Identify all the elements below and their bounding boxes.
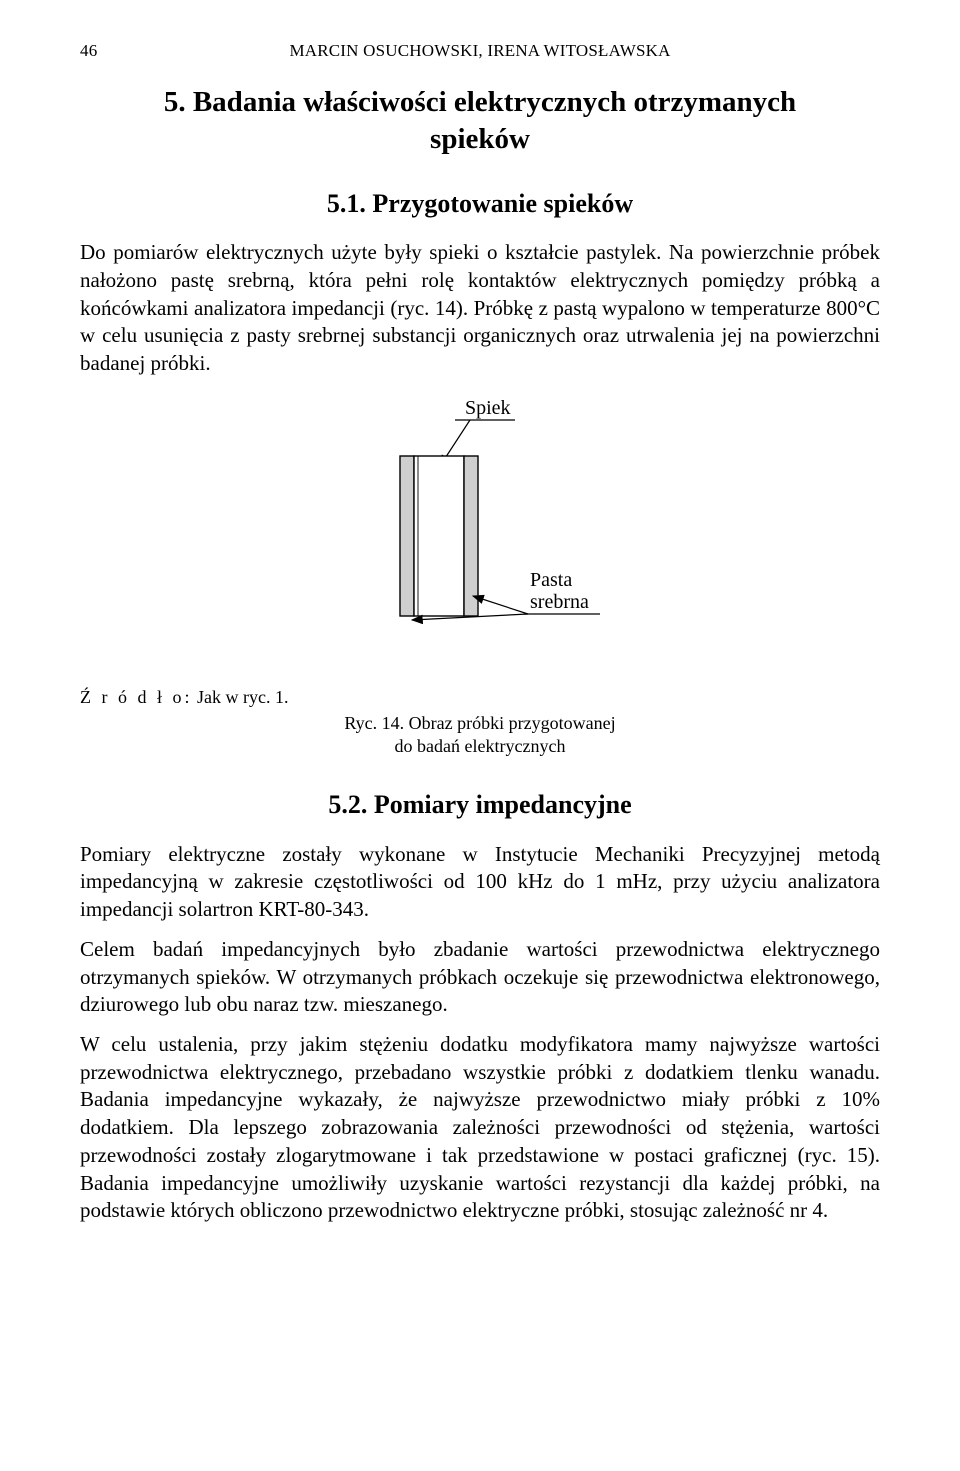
section-number: 5. (164, 86, 186, 118)
caption-line1: Ryc. 14. Obraz próbki przygotowanej (344, 713, 615, 733)
spiek-body (414, 456, 464, 616)
paste-right (464, 456, 478, 616)
subsection-5-1-title: Przygotowanie spieków (372, 189, 633, 218)
section-title-line2: spieków (430, 123, 530, 155)
section-heading-5: 5. Badania właściwości elektrycznych otr… (80, 84, 880, 157)
caption-line2: do badań elektrycznych (395, 736, 566, 756)
pasta-leader-right (473, 596, 528, 614)
paragraph-2: Pomiary elektryczne zostały wykonane w I… (80, 841, 880, 924)
paragraph-3: Celem badań impedancyjnych było zbadanie… (80, 936, 880, 1019)
figure-label-spiek: Spiek (465, 397, 511, 419)
source-rest: Jak w ryc. 1. (193, 687, 289, 707)
running-header: 46 MARCIN OSUCHOWSKI, IRENA WITOSŁAWSKA (80, 40, 880, 62)
figure-14: Spiek Pasta srebrna (80, 396, 880, 676)
subsection-5-2-title: Pomiary impedancyjne (374, 790, 632, 819)
subsection-heading-5-1: 5.1. Przygotowanie spieków (80, 187, 880, 221)
paste-left (400, 456, 414, 616)
header-spacer (840, 40, 880, 62)
figure-14-diagram: Spiek Pasta srebrna (300, 396, 660, 676)
figure-label-pasta-line2: srebrna (530, 591, 589, 613)
paragraph-4: W celu ustalenia, przy jakim stężeniu do… (80, 1031, 880, 1225)
header-authors: MARCIN OSUCHOWSKI, IRENA WITOSŁAWSKA (120, 40, 840, 62)
figure-label-pasta-line1: Pasta (530, 569, 572, 591)
figure-14-source: Ź r ó d ł o: Jak w ryc. 1. (80, 686, 880, 710)
section-title-line1: Badania właściwości elektrycznych otrzym… (193, 86, 796, 118)
source-prefix: Ź r ó d ł o: (80, 687, 193, 707)
subsection-heading-5-2: 5.2. Pomiary impedancyjne (80, 788, 880, 822)
page: 46 MARCIN OSUCHOWSKI, IRENA WITOSŁAWSKA … (0, 0, 960, 1471)
figure-14-caption: Ryc. 14. Obraz próbki przygotowanej do b… (80, 712, 880, 759)
subsection-5-1-number: 5.1. (327, 189, 366, 218)
paragraph-1: Do pomiarów elektrycznych użyte były spi… (80, 239, 880, 378)
subsection-5-2-number: 5.2. (328, 790, 367, 819)
page-number: 46 (80, 40, 120, 62)
